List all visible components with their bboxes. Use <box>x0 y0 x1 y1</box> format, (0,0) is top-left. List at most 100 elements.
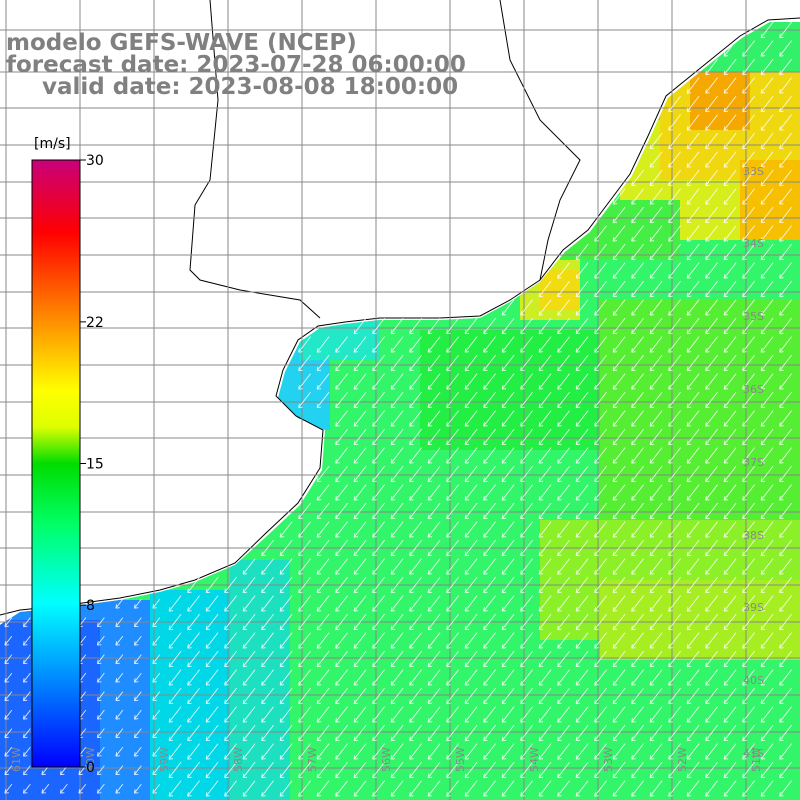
wind-arrow <box>316 687 330 705</box>
wind-arrow <box>631 521 644 538</box>
wind-arrows <box>4 21 792 797</box>
wind-arrow <box>4 635 13 646</box>
wind-arrow <box>612 558 626 575</box>
wind-arrow <box>501 354 515 372</box>
wind-arrow <box>96 672 105 683</box>
wind-arrow <box>723 77 737 94</box>
wind-arrow <box>224 632 237 649</box>
colorbar-tick-label: 0 <box>86 760 95 776</box>
wind-arrow <box>335 521 348 538</box>
wind-arrow <box>133 654 142 665</box>
wind-arrow <box>464 576 478 594</box>
wind-arrow <box>205 613 219 631</box>
wind-arrow <box>22 765 31 776</box>
wind-arrow <box>557 558 570 575</box>
wind-arrow <box>705 724 718 742</box>
wind-arrow <box>372 502 385 520</box>
wind-arrow <box>22 783 31 794</box>
wind-arrow <box>464 502 478 520</box>
wind-arrow <box>760 354 774 372</box>
wind-arrow <box>668 724 681 742</box>
wind-arrow <box>335 632 348 649</box>
wind-arrow <box>723 595 737 612</box>
wind-arrow <box>742 576 755 594</box>
wind-arrow <box>446 687 459 705</box>
wind-arrow <box>353 595 367 612</box>
wind-arrow <box>115 783 124 794</box>
wind-arrow <box>464 336 478 353</box>
wind-arrow <box>668 280 681 298</box>
wind-arrow <box>520 613 533 631</box>
wind-arrow <box>705 687 718 705</box>
wind-arrow <box>612 428 626 446</box>
wind-arrow <box>372 539 385 557</box>
wind-arrow <box>4 709 13 720</box>
wind-arrow <box>115 672 124 683</box>
wind-arrow <box>668 317 681 335</box>
wind-arrow <box>779 780 792 797</box>
wind-arrow <box>520 539 533 557</box>
wind-arrow <box>779 447 792 464</box>
wind-arrow <box>279 558 293 575</box>
wind-arrow <box>594 761 607 779</box>
wind-arrow <box>390 650 404 668</box>
wind-arrow <box>631 558 644 575</box>
wind-arrow <box>649 539 663 557</box>
wind-arrow <box>115 617 124 628</box>
wind-arrow <box>575 595 589 612</box>
wind-arrow <box>353 539 367 557</box>
wind-arrow <box>483 373 496 390</box>
wind-arrow <box>612 206 626 224</box>
wind-arrow <box>409 428 422 446</box>
wind-arrow <box>705 576 718 594</box>
wind-arrow <box>96 617 105 628</box>
wind-arrow <box>168 632 182 649</box>
wind-arrow <box>152 746 161 757</box>
wind-arrow <box>557 595 570 612</box>
wind-arrow <box>742 632 755 649</box>
wind-arrow <box>298 558 311 575</box>
wind-arrow <box>705 114 718 131</box>
wind-arrow <box>631 206 644 224</box>
wind-arrow <box>742 761 755 779</box>
wind-arrow <box>520 761 533 779</box>
wind-arrow <box>723 354 737 372</box>
wind-arrow <box>779 724 792 742</box>
wind-arrow <box>575 502 589 520</box>
wind-arrow <box>353 706 367 723</box>
wind-arrow <box>187 780 200 797</box>
wind-arrow <box>594 706 607 723</box>
wind-arrow <box>686 576 700 594</box>
wind-arrow <box>261 669 274 686</box>
wind-arrow <box>723 650 737 668</box>
wind-arrow <box>705 761 718 779</box>
wind-arrow <box>760 299 774 316</box>
wind-arrow <box>205 632 219 649</box>
wind-arrow <box>538 724 552 742</box>
wind-arrow <box>224 706 237 723</box>
wind-arrow <box>686 447 700 464</box>
wind-arrow <box>668 447 681 464</box>
wind-arrow <box>779 521 792 538</box>
wind-arrow <box>668 761 681 779</box>
wind-arrow <box>261 687 274 705</box>
wind-arrow <box>22 691 31 702</box>
wind-arrow <box>224 595 237 612</box>
wind-arrow <box>483 613 496 631</box>
wind-arrow <box>96 654 105 665</box>
wind-arrow <box>760 780 774 797</box>
wind-arrow <box>22 617 31 628</box>
wind-arrow <box>261 576 274 594</box>
wind-arrow <box>520 373 533 390</box>
wind-arrow <box>372 706 385 723</box>
wind-arrow <box>483 576 496 594</box>
wind-arrow <box>649 354 663 372</box>
wind-arrow <box>316 354 330 372</box>
wind-arrow <box>298 724 311 742</box>
wind-arrow <box>705 447 718 464</box>
title-model: modelo GEFS-WAVE (NCEP) <box>6 30 357 56</box>
wind-arrow <box>133 765 142 776</box>
wind-arrow <box>390 465 404 483</box>
wind-arrow <box>686 502 700 520</box>
wind-arrow <box>760 151 774 168</box>
